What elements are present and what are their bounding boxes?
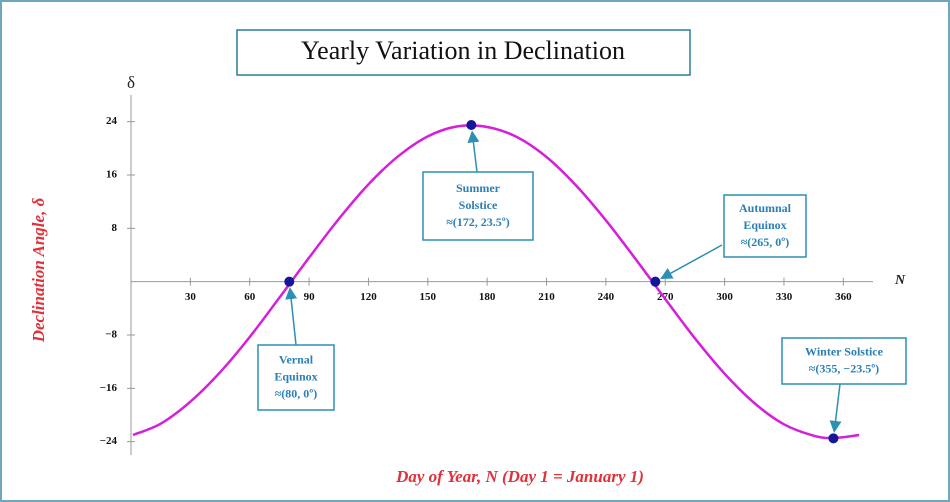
x-tick-label: 150 — [420, 291, 437, 303]
marker-point — [650, 276, 661, 287]
marker-point — [466, 120, 477, 130]
annotation-text: ≈(172, 23.5º) — [446, 215, 510, 229]
y-tick-label: 8 — [112, 222, 118, 234]
y-axis-label: Declination Angle, δ — [29, 197, 48, 343]
y-axis-symbol: δ — [127, 73, 135, 92]
x-axis-label: Day of Year, N (Day 1 = January 1) — [395, 467, 644, 486]
annotation-text: ≈(355, −23.5º) — [809, 361, 879, 375]
annotation-arrow — [285, 287, 298, 346]
y-tick-label: −8 — [105, 329, 117, 341]
x-tick-label: 330 — [776, 291, 793, 303]
x-tick-label: 60 — [244, 291, 256, 303]
annotation-text: Equinox — [743, 218, 786, 232]
annotation-text: ≈(265, 0º) — [741, 235, 790, 249]
annotation-text: Vernal — [279, 352, 314, 366]
annotation-text: Summer — [456, 181, 501, 195]
line — [132, 124, 860, 440]
y-tick-label: −24 — [100, 435, 118, 447]
annotation-arrow — [660, 244, 723, 280]
x-tick-label: 30 — [185, 291, 197, 303]
annotation-box — [422, 171, 534, 241]
x-tick-label: 90 — [304, 291, 316, 303]
chart-title: Yearly Variation in Declination — [301, 36, 625, 65]
x-tick-label: 120 — [360, 291, 377, 303]
annotation-text: Winter Solstice — [805, 344, 884, 358]
x-tick-label: 240 — [598, 291, 615, 303]
y-tick-label: 24 — [106, 115, 118, 127]
title-box — [236, 29, 691, 76]
x-tick-label: 360 — [835, 291, 852, 303]
annotation-arrow — [829, 383, 842, 433]
y-tick-label: 16 — [106, 169, 118, 181]
x-tick-label: 180 — [479, 291, 496, 303]
annotation-box — [723, 194, 807, 258]
annotation-arrow — [467, 130, 480, 173]
annotation-text: Equinox — [274, 369, 317, 383]
annotation-box — [781, 337, 907, 385]
annotation-text: ≈(80, 0º) — [275, 386, 318, 400]
x-tick-label: 210 — [538, 291, 555, 303]
x-axis-symbol: N — [894, 273, 906, 288]
marker-point — [284, 276, 295, 287]
x-tick-label: 300 — [716, 291, 733, 303]
marker-point — [828, 433, 839, 444]
annotation-box — [257, 344, 335, 411]
y-tick-label: −16 — [100, 382, 118, 394]
annotation-text: Autumnal — [739, 201, 792, 215]
annotation-text: Solstice — [459, 198, 498, 212]
